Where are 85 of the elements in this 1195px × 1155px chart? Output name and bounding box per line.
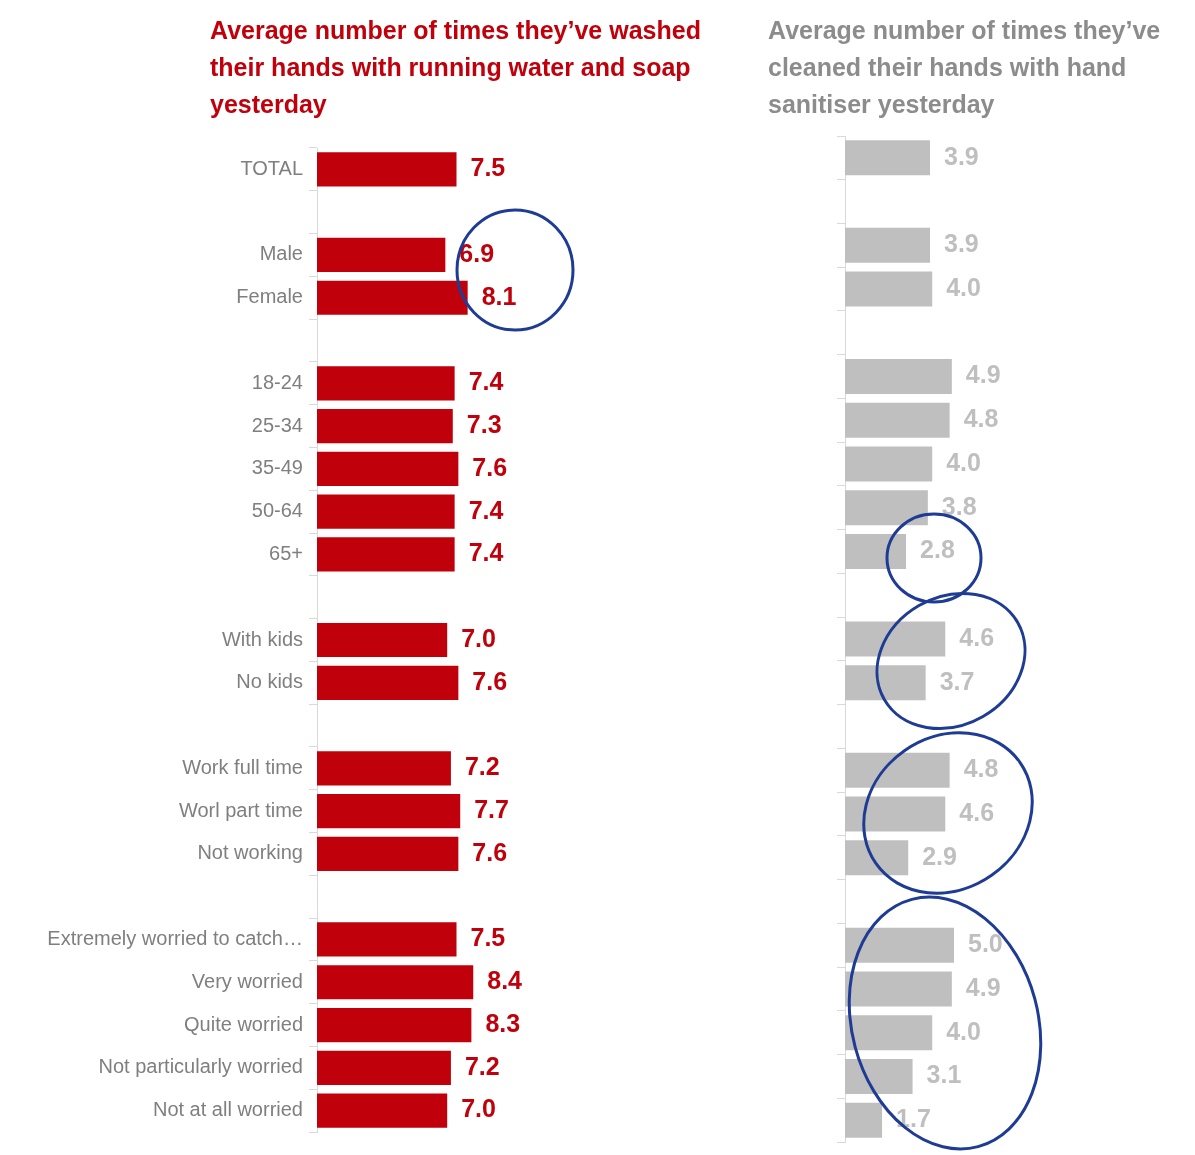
bar [317,1050,451,1085]
bar [317,665,459,700]
bar [317,408,453,444]
data-label: 4.0 [946,447,981,476]
data-label: 7.6 [472,452,508,481]
bar [845,446,933,482]
bar [317,836,459,872]
y-tick-label: 18-24 [251,370,303,393]
bar [845,665,926,701]
data-label: 7.5 [470,923,506,952]
bar [845,140,931,176]
y-tick-label: 50-64 [251,499,303,522]
data-label: 3.8 [941,491,977,520]
bar [845,271,933,307]
data-label: 4.6 [959,622,995,651]
y-tick-label: Female [236,285,303,308]
chart-title: Average number of times they’ve cleaned their hands with hand sanitiser yesterday [768,15,1162,120]
data-label: 7.4 [468,538,504,567]
y-tick-label: Worl part time [178,798,303,821]
data-label: 4.0 [946,1016,981,1045]
data-label: 4.8 [963,404,999,433]
data-label: 7.6 [472,837,508,866]
data-label: 3.1 [926,1060,962,1089]
bar [317,751,451,786]
bar [845,1015,933,1051]
data-label: 7.3 [466,409,502,438]
data-label: 7.6 [472,666,508,695]
data-label: 7.2 [464,752,500,781]
data-label: 8.3 [485,1008,521,1037]
y-tick-label: Male [259,242,303,265]
y-tick-label: Not particularly worried [98,1055,303,1078]
bar [317,922,457,957]
data-label: 4.0 [946,272,981,301]
bar [845,402,950,438]
bar [845,359,952,395]
bar [845,227,931,263]
data-label: 7.5 [470,153,506,182]
bar [845,971,952,1007]
data-label: 6.9 [459,238,495,267]
data-label: 7.4 [468,367,504,396]
bar [317,451,459,486]
y-tick-label: No kids [236,670,303,693]
bar [845,534,907,570]
y-tick-label: 65+ [269,541,303,564]
data-label: 8.4 [487,966,523,995]
y-tick-label: Not working [197,841,303,864]
chart-title: Average number of times they’ve washed their hands with running water and soap yesterday [210,15,702,120]
data-label: 3.9 [944,141,979,170]
data-label: 7.4 [468,495,504,524]
bar [317,794,461,829]
data-label: 7.0 [461,1094,496,1123]
data-label: 4.9 [965,360,1001,389]
bar [845,1058,913,1094]
data-label: 3.9 [944,229,979,258]
data-label: 8.1 [481,281,517,310]
y-tick-label: 25-34 [251,413,303,436]
data-label: 7.7 [474,795,509,824]
data-label: 7.0 [461,623,496,652]
data-label: 3.7 [939,666,975,695]
bar [317,622,448,658]
y-tick-label: Quite worried [184,1012,303,1035]
y-tick-label: Extremely worried to catch… [47,926,303,949]
bar [317,280,468,315]
y-tick-label: Work full time [182,755,303,778]
bar [317,152,457,187]
bar [317,1007,472,1043]
data-label: 5.0 [968,929,1003,958]
bar [845,490,928,526]
data-label: 4.9 [965,972,1001,1001]
y-tick-label: Very worried [191,969,303,992]
bar [317,965,474,1000]
y-tick-label: With kids [221,627,303,650]
bar [845,927,954,963]
bar [845,621,946,657]
y-tick-label: Not at all worried [152,1098,303,1121]
bar [845,1102,883,1138]
data-label: 7.2 [464,1051,500,1080]
bar [317,1093,448,1128]
bar [317,494,455,529]
y-tick-label: 35-49 [251,456,303,479]
bar [317,537,455,572]
bar [317,366,455,401]
data-label: 2.8 [920,535,955,564]
y-tick-label: TOTAL [240,156,303,179]
bar [317,237,446,273]
